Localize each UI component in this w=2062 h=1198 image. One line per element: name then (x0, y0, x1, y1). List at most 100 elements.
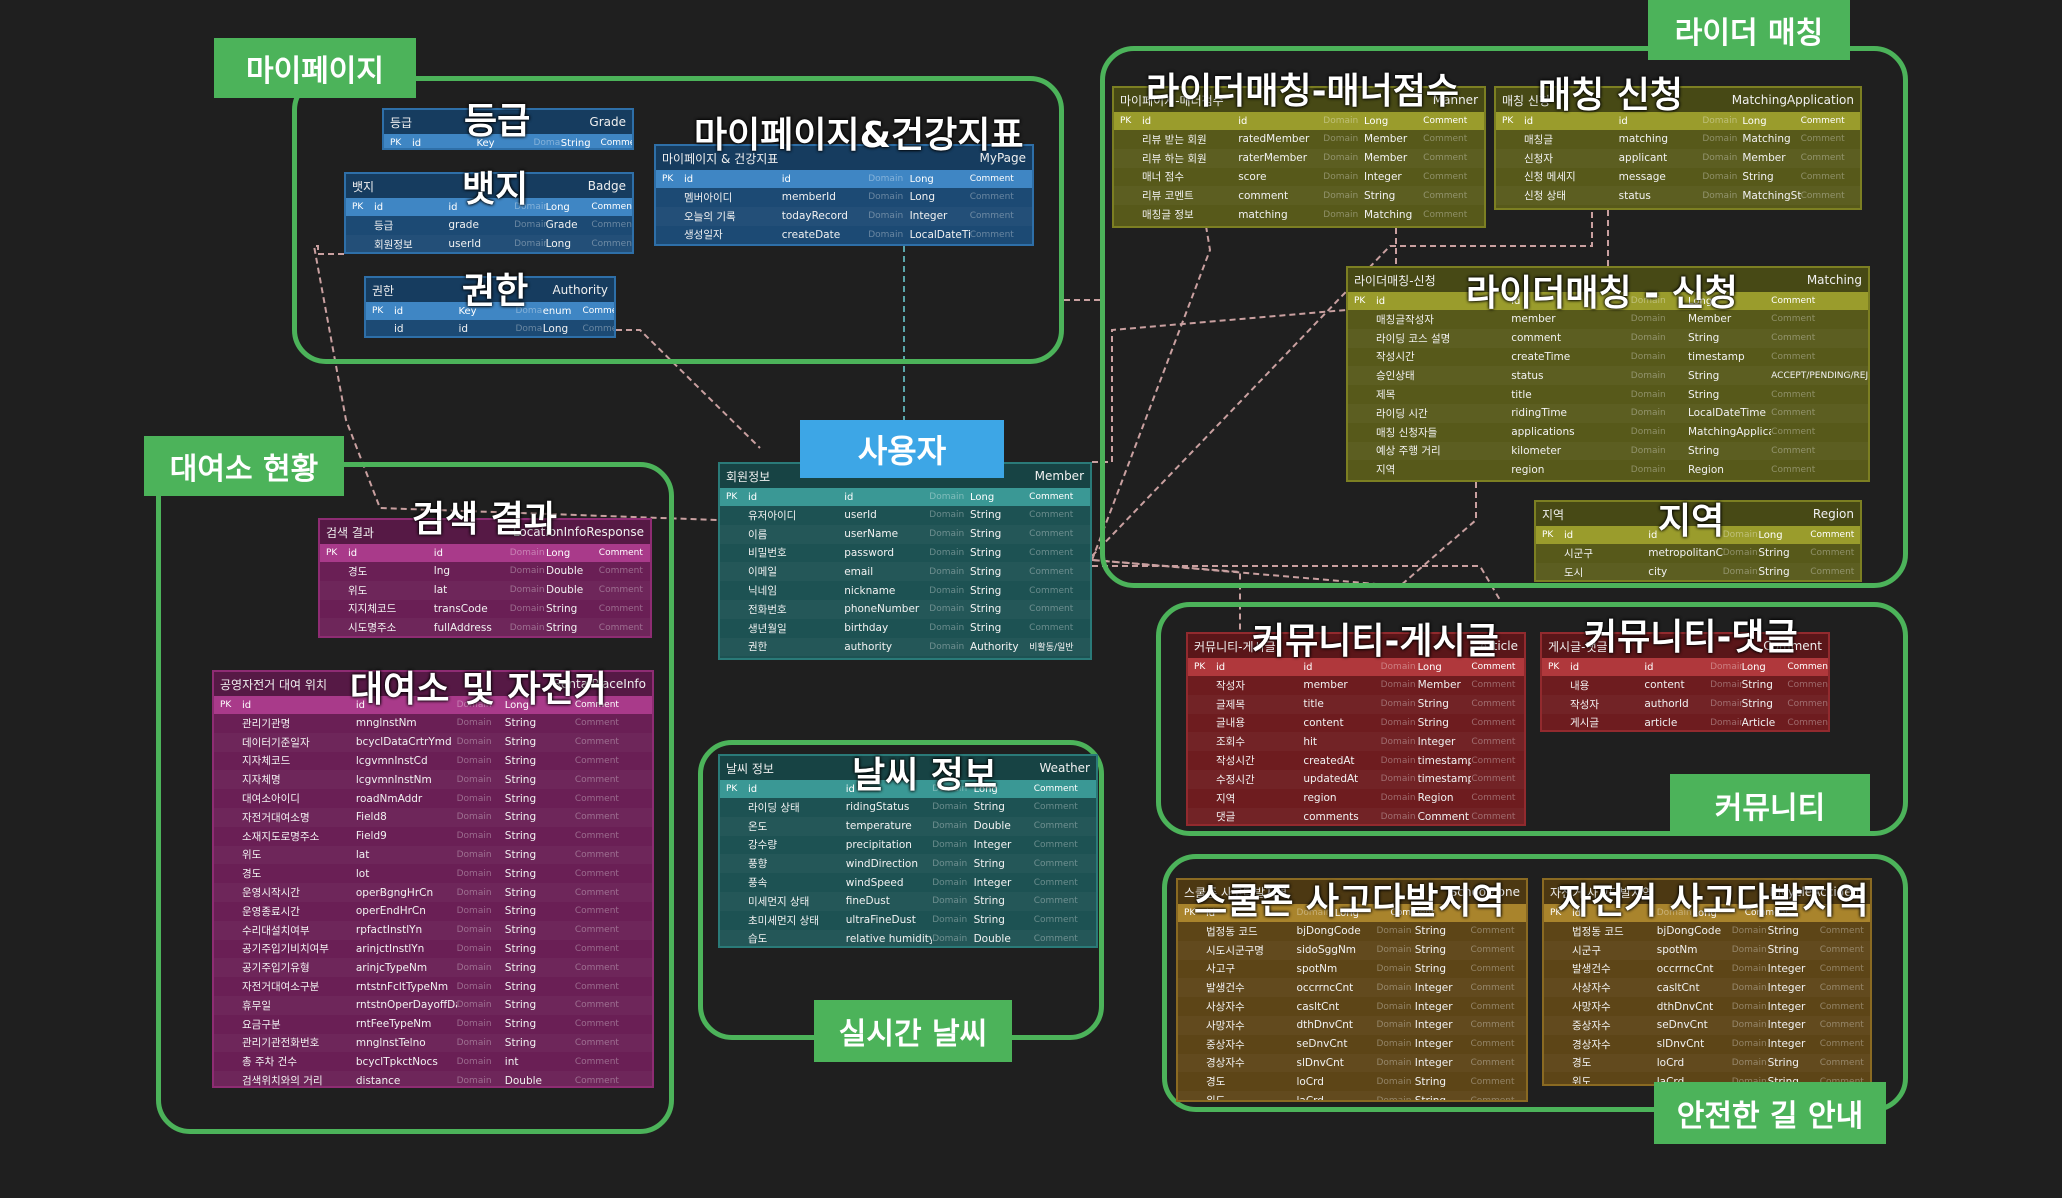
table-rental[interactable]: 공영자전거 대여 위치 RentalPlaceInfo PK id id Domain Lo… (212, 670, 654, 1088)
group-label-community[interactable]: 커뮤니티 (1670, 774, 1870, 836)
table-header: 날씨 정보 Weather (720, 756, 1096, 780)
user-entity-button[interactable]: 사용자 (800, 420, 1004, 478)
row-cell: applications (1511, 426, 1575, 439)
row-cell: Comment (1471, 680, 1516, 691)
row-cell: Comment (1787, 680, 1828, 691)
row-cell: Domain (456, 774, 492, 785)
table-bicycle-accident[interactable]: 자전거 사고다발지역 BicycleAccident PK id Domain Long C… (1542, 878, 1872, 1086)
row-cell: 위도 (1572, 1076, 1592, 1086)
name-cell: id (1572, 907, 1582, 919)
name-cell: id (374, 201, 384, 213)
group-label-safety[interactable]: 안전한 길 안내 (1654, 1082, 1886, 1144)
row-cell: 경도 (242, 868, 262, 881)
group-box-rental (156, 462, 674, 1134)
table-korean-name: 등급 (390, 115, 413, 130)
table-schoolzone[interactable]: 스쿨존 사고다발지역 SchoolZone PK id Domain Long Commen… (1176, 878, 1528, 1102)
table-header: 라이더매칭-신청 Matching (1348, 268, 1868, 292)
group-label-rider[interactable]: 라이더 매칭 (1648, 0, 1850, 60)
row-cell: Comment (574, 943, 619, 954)
table-authority[interactable]: 권한AuthorityPKidKeyDomainenumCommentididD… (364, 276, 616, 338)
row-cell: Domain (456, 943, 492, 954)
table-weather[interactable]: 날씨 정보 Weather PK id id Domain Long Comment 라이딩 상… (718, 754, 1098, 948)
table-mypage[interactable]: 마이페이지 & 건강지표 MyPage PK id id Domain Long Commen… (654, 144, 1034, 246)
row-cell: Domain (1722, 567, 1758, 578)
table-column-header: PK id id Domain Long Comment (656, 170, 1032, 188)
row-cell: Grade (545, 219, 578, 232)
row-cell: temperature (845, 820, 912, 833)
table-search-result[interactable]: 검색 결과 LocationInfoResponse PK id id Domain Lon… (318, 518, 652, 638)
table-row: 이름 userName Domain String Comment (720, 525, 1090, 544)
row-cell: Comment (1471, 793, 1516, 804)
column-header-cell: Comment (1771, 296, 1816, 306)
row-cell: Double (504, 1074, 542, 1087)
row-cell: 데이터기준일자 (242, 736, 310, 749)
row-cell: userId (844, 509, 877, 522)
row-cell: loCrd (1296, 1075, 1324, 1088)
table-english-name: Member (1034, 469, 1084, 483)
table-member[interactable]: 회원정보 Member PK id id Domain Long Comment 유저아이디 us… (718, 462, 1092, 660)
name-cell: id (1206, 907, 1216, 919)
title-matching-application: 매칭 신청 (1538, 75, 1684, 116)
row-cell: 생성일자 (684, 229, 723, 242)
table-row: 생년월일 birthday Domain String Comment (720, 619, 1090, 638)
row-cell: Comment (1470, 982, 1515, 993)
table-region[interactable]: 지역 Region PK id id Domain Long Comment 시군구 metrop… (1534, 500, 1862, 582)
row-cell: 승인상태 (1376, 370, 1415, 383)
column-header-cell: Comment (600, 138, 632, 148)
row-cell: Domain (1376, 963, 1412, 974)
row-cell: matching (1618, 133, 1669, 146)
row-cell: Double (973, 820, 1011, 833)
row-cell: 이메일 (748, 566, 777, 579)
group-box-safety (1162, 854, 1908, 1112)
title-manner: 라이더매칭-매너점수 (1146, 71, 1460, 112)
row-cell: Domain (515, 324, 543, 335)
column-header-cell: Domain (932, 784, 968, 794)
row-cell: Domain (456, 812, 492, 823)
row-cell: 습도 (748, 933, 768, 946)
row-cell: 오늘의 기록 (684, 210, 736, 223)
row-cell: String (1414, 925, 1447, 938)
column-header-cell: Long (1334, 907, 1359, 919)
table-row: 경도 lot Domain String Comment (214, 864, 652, 883)
column-header-cell: Domain (1702, 116, 1738, 126)
table-row: 사고구 spotNm Domain String Comment (1178, 960, 1526, 979)
row-cell: memberId (781, 191, 836, 204)
group-label-mypage[interactable]: 마이페이지 (214, 38, 416, 98)
group-label-weather[interactable]: 실시간 날씨 (814, 1000, 1012, 1062)
table-row: 제목 title Domain String Comment (1348, 385, 1868, 404)
row-cell: Domain (1376, 1001, 1412, 1012)
table-korean-name: 날씨 정보 (726, 761, 774, 776)
group-label-rental[interactable]: 대여소 현황 (144, 436, 344, 496)
table-matching-application[interactable]: 매칭 신청 MatchingApplication PK id id Domain Long… (1494, 86, 1862, 210)
row-cell: Region (1687, 463, 1724, 476)
table-article[interactable]: 커뮤니티-게시글 Article PK id id Domain Long Comment 작성… (1186, 632, 1526, 826)
row-cell: Domain (1376, 926, 1412, 937)
table-badge[interactable]: 뱃지 Badge PK id id Domain Long Comment 등급 grade Dom… (344, 172, 634, 254)
table-comment[interactable]: 게시글-댓글 Comment PK id id Domain Long Comment 내용 co… (1540, 632, 1830, 732)
row-cell: 총 주차 건수 (242, 1056, 297, 1069)
table-row: 수리대설치여부 rpfactInstlYn Domain String Comment (214, 921, 652, 940)
row-cell: 위도 (242, 849, 262, 862)
row-cell: Comment (1787, 717, 1828, 728)
table-matching[interactable]: 라이더매칭-신청 Matching PK id id Domain Long Comment 매… (1346, 266, 1870, 482)
row-cell: Comment (1771, 314, 1816, 325)
row-cell: Comment (1471, 699, 1516, 710)
title-mypage-health: 마이페이지&건강지표 (694, 115, 1024, 156)
row-cell: Comment (574, 1019, 619, 1030)
row-cell: Domain (1380, 755, 1416, 766)
table-row: 자전거대여소구분 rntstnFcltTypeNm Domain String Comm… (214, 977, 652, 996)
table-row: 내용 content Domain String Comment (1542, 676, 1828, 695)
column-header-cell: Long (1687, 295, 1713, 307)
column-header-cell: id (844, 491, 854, 503)
table-korean-name: 검색 결과 (326, 525, 374, 540)
column-header-cell: Long (973, 783, 998, 795)
table-english-name: SchoolZone (1449, 885, 1520, 899)
row-cell: Domain (514, 239, 546, 250)
row-cell: Domain (1702, 190, 1738, 201)
row-cell: Comment (574, 793, 619, 804)
row-cell: 사망자수 (1572, 1001, 1611, 1014)
table-manner[interactable]: 마이페이지-매너점수 Manner PK id id Domain Long Comment 리… (1112, 86, 1486, 228)
table-row: 검색위치와의 거리 distance Domain Double Comment (214, 1071, 652, 1087)
column-header-cell: Domain (1323, 116, 1359, 126)
